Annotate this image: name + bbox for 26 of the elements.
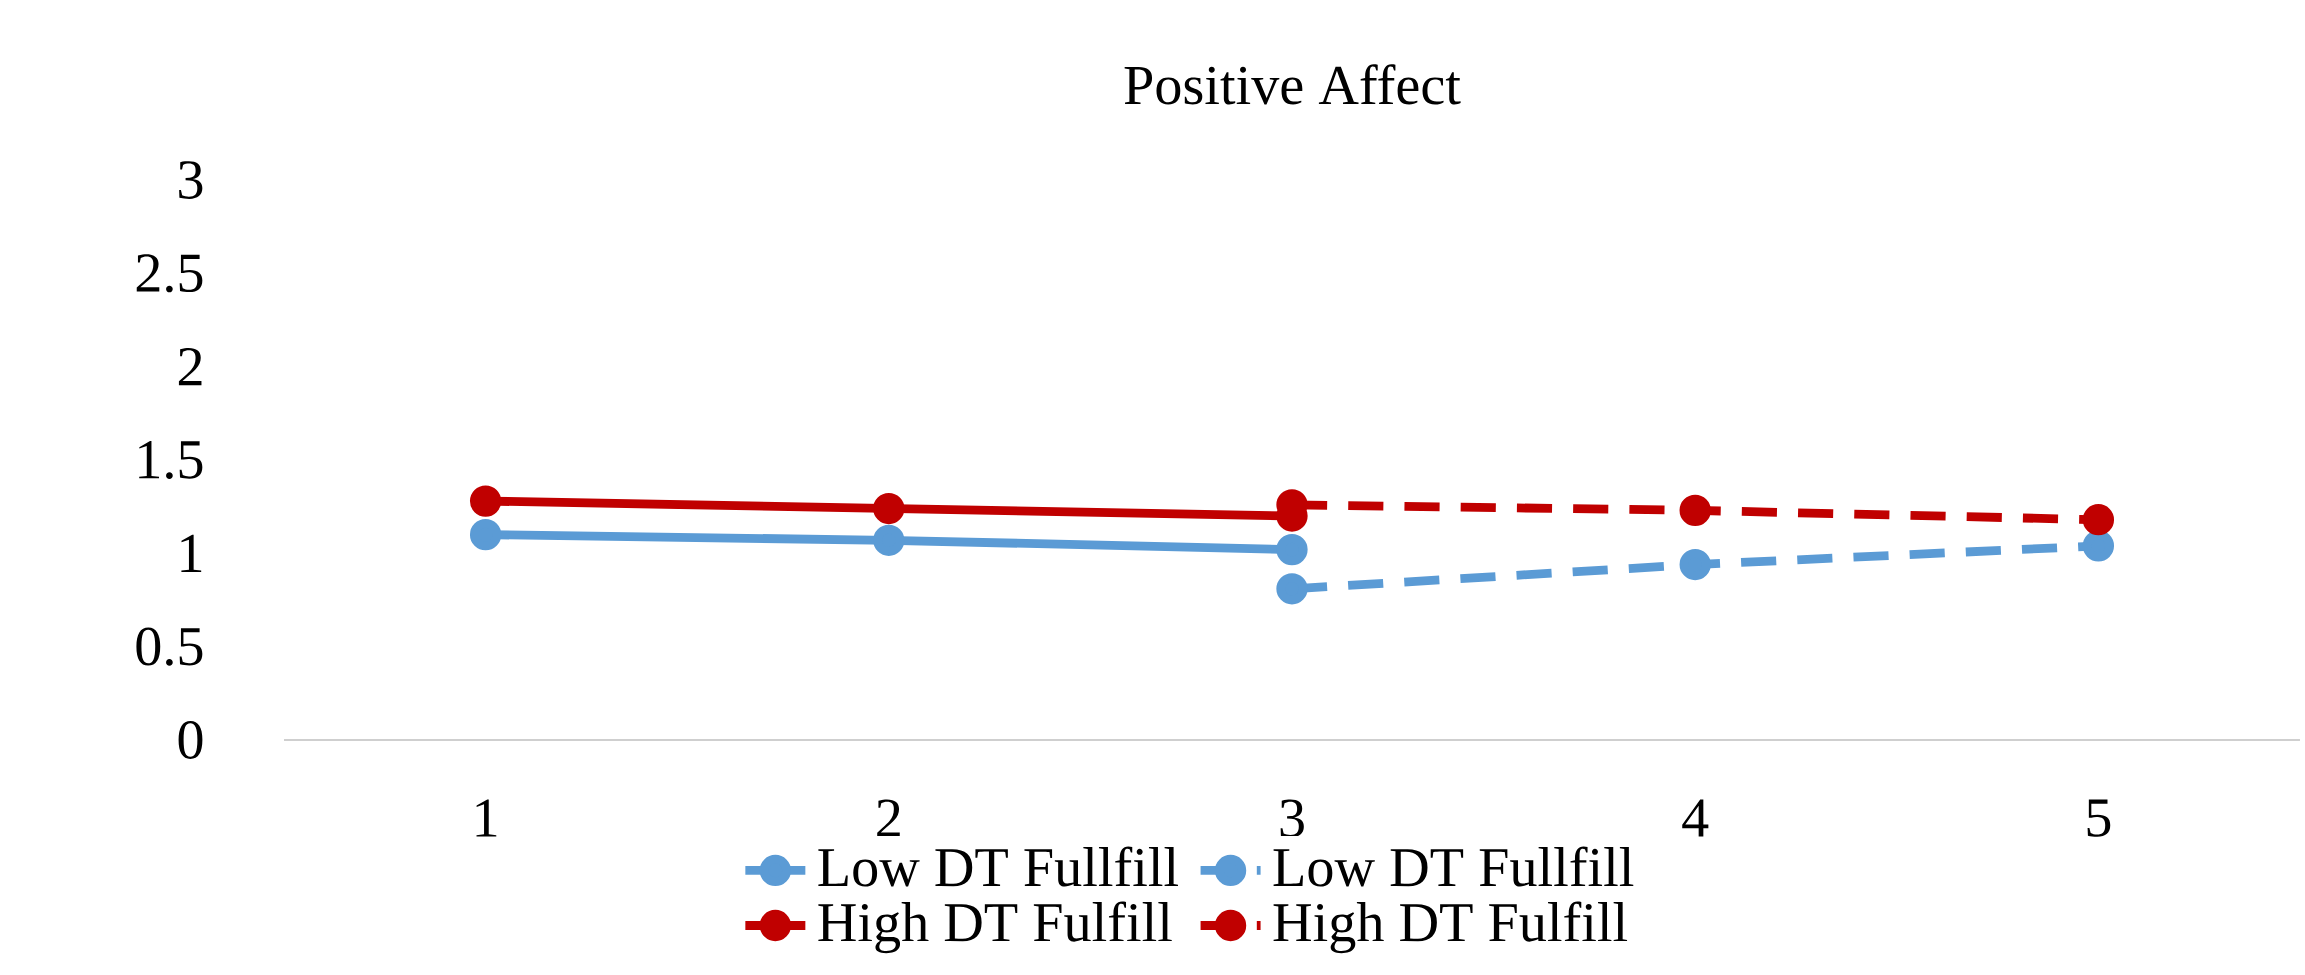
point xyxy=(1679,548,1711,581)
point xyxy=(1679,494,1711,527)
legend-label: High DT Fulfill xyxy=(1273,901,1628,954)
y-tick-label: 0.5 xyxy=(136,627,203,666)
x-tick-label: 5 xyxy=(2087,799,2111,837)
y-tick-label: 1 xyxy=(181,534,202,572)
y-tick-label: 3 xyxy=(179,161,203,199)
point xyxy=(1276,533,1308,566)
point xyxy=(469,485,502,517)
y-tick-label: 0 xyxy=(178,721,203,759)
point xyxy=(469,519,502,551)
point xyxy=(2082,504,2115,536)
point xyxy=(1276,573,1308,605)
point xyxy=(2082,530,2115,562)
chart-title: Positive Affect xyxy=(1124,64,1461,105)
y-tick-label: 2.5 xyxy=(136,254,203,293)
legend-label: High DT Fulfill xyxy=(818,901,1172,954)
x-tick-label: 4 xyxy=(1682,799,1709,837)
x-tick-label: 3 xyxy=(1280,799,1304,838)
point xyxy=(873,492,905,525)
x-tick-label: 1 xyxy=(476,799,497,837)
y-tick-label: 1.5 xyxy=(139,441,203,479)
legend-label: Low DT Fullfill xyxy=(1273,846,1634,887)
point xyxy=(873,524,905,556)
legend-label: Low DT Fullfill xyxy=(818,846,1178,887)
y-tick-label: 2 xyxy=(178,348,202,386)
